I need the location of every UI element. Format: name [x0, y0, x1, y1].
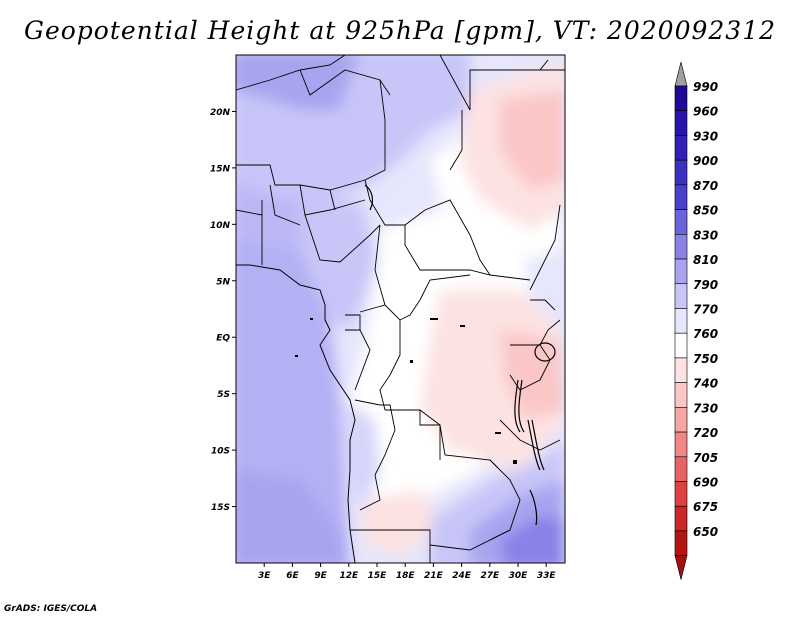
lakes: [364, 184, 556, 526]
lat-tick-label: 5S: [217, 390, 230, 400]
lon-tick-label: 33E: [537, 571, 557, 581]
colorbar-label: 675: [693, 500, 718, 514]
colorbar-swatch: [674, 110, 688, 136]
coastline: [236, 59, 549, 563]
lon-tick-label: 24E: [452, 571, 472, 581]
colorbar-label: 770: [693, 302, 718, 316]
colorbar-swatch: [674, 308, 688, 334]
colorbar-bottom-arrow: [674, 555, 688, 580]
colorbar-swatch: [674, 382, 688, 408]
lat-tick-label: 15N: [210, 164, 231, 174]
colorbar-label: 690: [693, 476, 718, 490]
colorbar-swatch: [674, 456, 688, 482]
colorbar-label: 850: [693, 204, 718, 218]
colorbar-swatch: [674, 505, 688, 532]
colorbar-swatch: [674, 159, 688, 186]
lon-tick-label: 21E: [424, 571, 444, 581]
lat-tick-label: 15S: [211, 503, 230, 513]
islands: [295, 318, 517, 464]
lat-tick-label: 5N: [216, 277, 230, 287]
lat-tick-label: 10N: [210, 221, 231, 231]
colorbar-swatch: [674, 135, 688, 161]
lat-tick-label: 20N: [210, 108, 231, 118]
lat-tick-label: 10S: [211, 447, 230, 457]
colorbar-swatch: [674, 407, 688, 433]
colorbar-swatch: [674, 332, 688, 359]
lon-tick-label: 6E: [286, 571, 299, 581]
lon-tick-label: 12E: [339, 571, 359, 581]
colorbar-label: 990: [693, 80, 718, 94]
colorbar-label: 760: [693, 327, 718, 341]
colorbar-label: 960: [693, 105, 718, 119]
colorbar-swatch: [674, 530, 688, 556]
latitude-axis: 20N 15N 10N 5N EQ 5S 10S 15S: [210, 108, 236, 513]
lon-tick-label: 9E: [314, 571, 327, 581]
colorbar-swatch: [674, 357, 688, 383]
geopotential-field: [236, 55, 565, 563]
colorbar-swatch: [674, 85, 688, 112]
lon-tick-label: 18E: [396, 571, 416, 581]
colorbar-swatch: [674, 209, 688, 235]
colorbar-label: 790: [693, 278, 718, 292]
colorbar-label: 750: [693, 352, 718, 366]
colorbar-swatch: [674, 234, 688, 260]
colorbar-label: 830: [693, 228, 718, 242]
colorbar-label: 730: [693, 401, 718, 415]
colorbar-swatch: [674, 184, 688, 210]
map-plot-area: [236, 55, 565, 563]
lat-tick-label: EQ: [216, 334, 230, 344]
colorbar-swatch: [674, 481, 688, 507]
colorbar: 990 960 930 900 870 850 830 810 790 770 760 750 740 7…: [674, 61, 718, 580]
country-boundaries: [236, 55, 565, 563]
colorbar-label: 810: [693, 253, 718, 267]
colorbar-label: 720: [693, 426, 718, 440]
colorbar-label: 900: [693, 154, 718, 168]
map-title: Geopotential Height at 925hPa [gpm], VT:…: [23, 16, 777, 45]
longitude-axis: 3E 6E 9E 12E 15E 18E 21E 24E 27E 30E 33E: [258, 563, 556, 581]
colorbar-top-arrow: [674, 61, 688, 87]
colorbar-swatch: [674, 431, 688, 458]
colorbar-label: 930: [693, 129, 718, 143]
colorbar-swatch: [674, 258, 688, 285]
lon-tick-label: 15E: [368, 571, 388, 581]
grads-credit: GrADS: IGES/COLA: [4, 604, 98, 614]
colorbar-label: 650: [693, 525, 718, 539]
map-frame: [235, 54, 566, 564]
colorbar-label: 740: [693, 377, 718, 391]
lon-tick-label: 27E: [480, 571, 500, 581]
colorbar-label: 705: [693, 451, 718, 465]
lon-tick-label: 3E: [258, 571, 271, 581]
lon-tick-label: 30E: [509, 571, 529, 581]
colorbar-label: 870: [693, 179, 718, 193]
colorbar-swatch: [674, 283, 688, 309]
